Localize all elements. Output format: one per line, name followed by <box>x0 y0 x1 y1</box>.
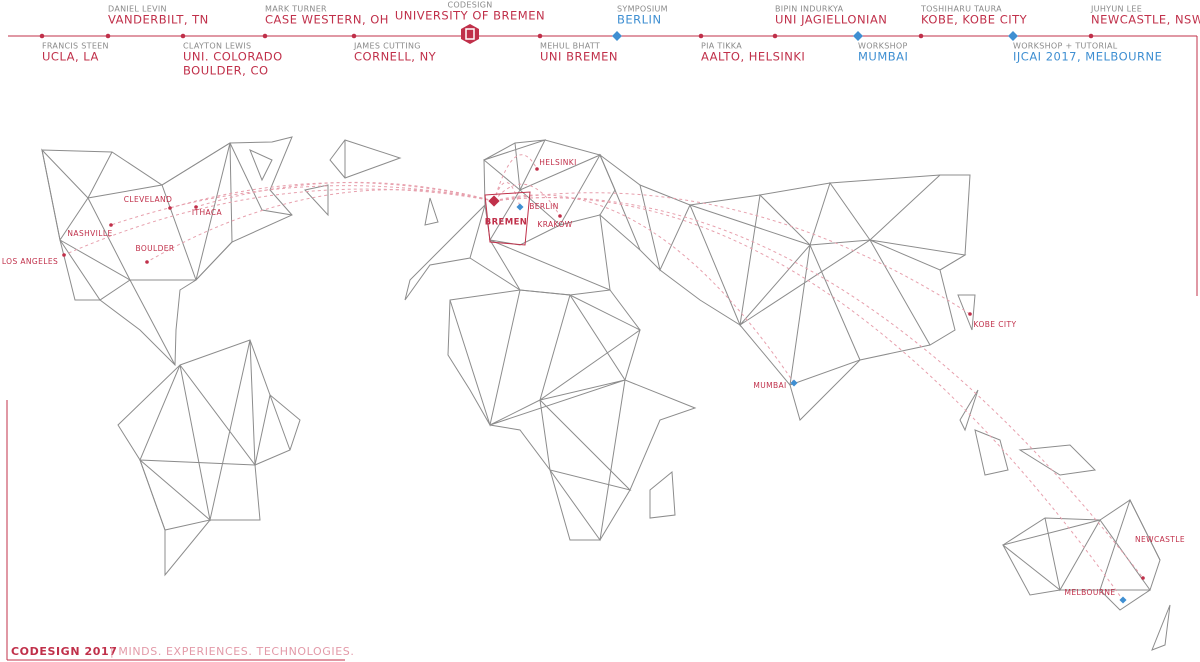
codesign-logo-mark <box>465 28 475 40</box>
city-dot <box>558 214 562 218</box>
timeline-dot <box>537 33 543 39</box>
timeline-label: SYMPOSIUM <box>617 5 668 14</box>
timeline-diamond <box>1008 31 1018 41</box>
arc <box>493 194 795 384</box>
arc <box>493 183 561 217</box>
timeline-place: CASE WESTERN, OH <box>265 13 389 27</box>
city-marker <box>488 195 500 207</box>
timeline-place: UNIVERSITY OF BREMEN <box>395 9 545 23</box>
timeline-diamond <box>853 31 863 41</box>
world-map <box>41 136 1171 651</box>
timeline-dot <box>180 33 186 39</box>
city-label: HELSINKI <box>539 158 576 167</box>
city-dot <box>145 260 149 264</box>
arc <box>493 197 1124 601</box>
timeline-dot <box>698 33 704 39</box>
codesign-logo <box>461 24 479 44</box>
bremen-region <box>484 191 531 246</box>
city-marker <box>790 379 798 387</box>
city-label: BERLIN <box>529 202 559 211</box>
timeline-place: BERLIN <box>617 13 662 27</box>
city-dot <box>1141 576 1145 580</box>
city-label: LOS ANGELES <box>2 257 58 266</box>
city-label: NEWCASTLE <box>1135 535 1185 544</box>
timeline-label: DANIEL LEVIN <box>108 5 167 14</box>
timeline-place: IJCAI 2017, MELBOURNE <box>1013 50 1162 64</box>
arc <box>195 181 495 208</box>
city-label: BOULDER <box>135 244 174 253</box>
footer-tagline: | MINDS. EXPERIENCES. TECHNOLOGIES. <box>110 645 354 658</box>
timeline-dot <box>772 33 778 39</box>
frame <box>6 35 1198 661</box>
timeline-place: UNI JAGIELLONIAN <box>775 13 887 27</box>
city-dot <box>62 253 66 257</box>
arc <box>146 189 495 263</box>
timeline-label: CLAYTON LEWIS <box>183 42 251 51</box>
timeline-place: UNI. COLORADO <box>183 50 283 64</box>
timeline-label: JUHYUN LEE <box>1090 5 1142 14</box>
footer-brand: CODESIGN 2017 <box>11 645 118 658</box>
city-label: NASHVILLE <box>67 229 112 238</box>
timeline-place: CORNELL, NY <box>354 50 437 64</box>
arc <box>493 192 971 315</box>
arc <box>493 154 538 202</box>
city-marker <box>516 203 524 211</box>
timeline-diamond <box>612 31 622 41</box>
city-dot <box>168 206 172 210</box>
timeline-label: WORKSHOP + TUTORIAL <box>1013 42 1118 51</box>
timeline-label: WORKSHOP <box>858 42 908 51</box>
timeline-label: CODESIGN <box>447 1 492 10</box>
city-dot <box>535 167 539 171</box>
city-label: CLEVELAND <box>124 195 173 204</box>
city-dot <box>194 205 198 209</box>
timeline-dot <box>351 33 357 39</box>
timeline-dot <box>918 33 924 39</box>
timeline-label: TOSHIHARU TAURA <box>920 5 1002 14</box>
timeline-place: UCLA, LA <box>42 50 99 64</box>
timeline-label: PIA TIKKA <box>701 42 742 51</box>
timeline-dot <box>39 33 45 39</box>
timeline-place: MUMBAI <box>858 50 908 64</box>
city-label: BREMEN <box>485 218 528 228</box>
city-label: KRAKOW <box>537 220 572 229</box>
timeline-place: UNI BREMEN <box>540 50 618 64</box>
timeline-label: MARK TURNER <box>265 5 327 14</box>
arc <box>493 197 1144 579</box>
arc <box>110 185 495 226</box>
timeline-dot <box>1088 33 1094 39</box>
city-dot <box>109 223 113 227</box>
arc <box>493 181 521 208</box>
city-label: ITHACA <box>192 208 223 217</box>
arc <box>169 182 495 209</box>
timeline-place: NEWCASTLE, NSW <box>1091 13 1200 27</box>
timeline-dot <box>105 33 111 39</box>
city-marker <box>1119 596 1127 604</box>
timeline-label: JAMES CUTTING <box>353 42 421 51</box>
timeline-place: VANDERBILT, TN <box>108 13 209 27</box>
timeline-place: BOULDER, CO <box>183 64 269 78</box>
timeline-label: FRANCIS STEEN <box>42 42 109 51</box>
timeline-dot <box>262 33 268 39</box>
city-label: MELBOURNE <box>1065 588 1116 597</box>
city-dot <box>968 312 972 316</box>
city-label: MUMBAI <box>753 381 786 390</box>
connection-arcs <box>63 154 1144 601</box>
timeline-label: MEHUL BHATT <box>540 42 600 51</box>
timeline-label: BIPIN INDURKYA <box>775 5 844 14</box>
city-label: KOBE CITY <box>974 320 1017 329</box>
timeline-place: AALTO, HELSINKI <box>701 50 805 64</box>
timeline-place: KOBE, KOBE CITY <box>921 13 1028 27</box>
